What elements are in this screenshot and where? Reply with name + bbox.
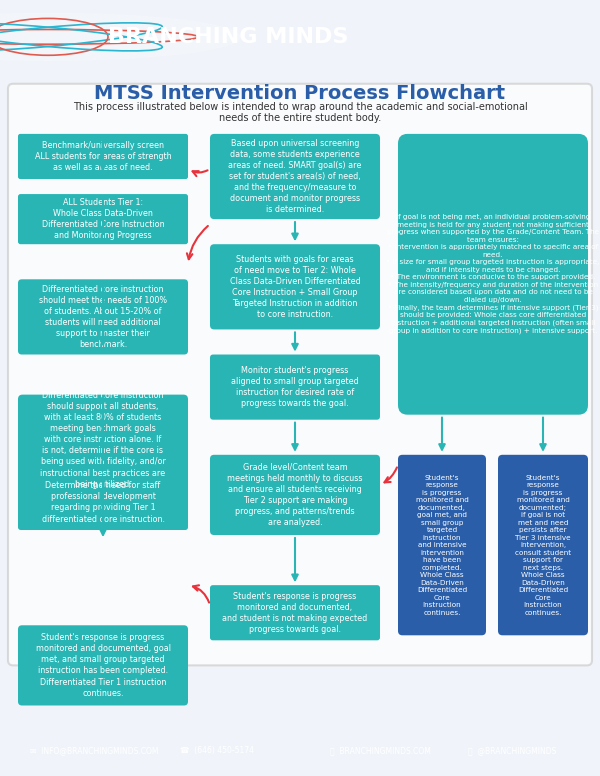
FancyBboxPatch shape bbox=[8, 84, 592, 665]
Text: Student's
response
is progress
monitored and
documented;
if goal is not
met and : Student's response is progress monitored… bbox=[515, 475, 571, 615]
Text: Based upon universal screening
data, some students experience
areas of need. SMA: Based upon universal screening data, som… bbox=[229, 139, 362, 214]
FancyBboxPatch shape bbox=[18, 395, 188, 485]
Text: ☎  (646) 450-5174: ☎ (646) 450-5174 bbox=[180, 747, 254, 755]
FancyBboxPatch shape bbox=[498, 455, 588, 636]
Text: Monitor student's progress
aligned to small group targeted
instruction for desir: Monitor student's progress aligned to sm… bbox=[231, 366, 359, 408]
Text: Student's response is progress
monitored and documented,
and student is not maki: Student's response is progress monitored… bbox=[223, 591, 368, 634]
Text: Student's response is progress
monitored and documented, goal
met, and small gro: Student's response is progress monitored… bbox=[35, 633, 170, 698]
FancyBboxPatch shape bbox=[210, 455, 380, 535]
Text: Benchmark/universally screen
ALL students for areas of strength
as well as areas: Benchmark/universally screen ALL student… bbox=[35, 141, 172, 172]
Text: Differentiated core instruction
should meet the needs of 100%
of students. About: Differentiated core instruction should m… bbox=[39, 285, 167, 349]
FancyBboxPatch shape bbox=[18, 194, 188, 244]
Text: BRANCHING MINDS: BRANCHING MINDS bbox=[108, 27, 349, 47]
Text: ✉  INFO@BRANCHINGMINDS.COM: ✉ INFO@BRANCHINGMINDS.COM bbox=[30, 747, 158, 755]
Text: ALL Students Tier 1:
Whole Class Data-Driven
Differentiated Core Instruction
and: ALL Students Tier 1: Whole Class Data-Dr… bbox=[41, 198, 164, 241]
FancyBboxPatch shape bbox=[18, 475, 188, 530]
FancyBboxPatch shape bbox=[210, 585, 380, 640]
FancyBboxPatch shape bbox=[210, 134, 380, 219]
Text: Determine the need for staff
professional development
regarding providing Tier 1: Determine the need for staff professiona… bbox=[41, 481, 164, 524]
FancyBboxPatch shape bbox=[18, 625, 188, 705]
FancyBboxPatch shape bbox=[210, 355, 380, 420]
Text: 🐦  @BRANCHINGMINDS: 🐦 @BRANCHINGMINDS bbox=[468, 747, 556, 755]
Text: Grade level/Content team
meetings held monthly to discuss
and ensure all student: Grade level/Content team meetings held m… bbox=[227, 462, 363, 527]
Text: If goal is not being met, an individual problem-solving meeting is held for any : If goal is not being met, an individual … bbox=[386, 214, 599, 334]
Circle shape bbox=[0, 13, 240, 61]
FancyBboxPatch shape bbox=[18, 279, 188, 355]
FancyBboxPatch shape bbox=[18, 134, 188, 179]
Text: Differentiated core instruction
should support all students,
with at least 80% o: Differentiated core instruction should s… bbox=[40, 391, 166, 489]
FancyBboxPatch shape bbox=[210, 244, 380, 330]
Text: This process illustrated below is intended to wrap around the academic and socia: This process illustrated below is intend… bbox=[73, 102, 527, 123]
Text: Students with goals for areas
of need move to Tier 2: Whole
Class Data-Driven Di: Students with goals for areas of need mo… bbox=[230, 255, 361, 319]
Text: 🌐  BRANCHINGMINDS.COM: 🌐 BRANCHINGMINDS.COM bbox=[330, 747, 431, 755]
Text: Student's
response
is progress
monitored and
documented,
goal met, and
small gro: Student's response is progress monitored… bbox=[416, 475, 469, 615]
FancyBboxPatch shape bbox=[398, 455, 486, 636]
Text: MTSS Intervention Process Flowchart: MTSS Intervention Process Flowchart bbox=[94, 84, 506, 102]
FancyBboxPatch shape bbox=[398, 134, 588, 414]
